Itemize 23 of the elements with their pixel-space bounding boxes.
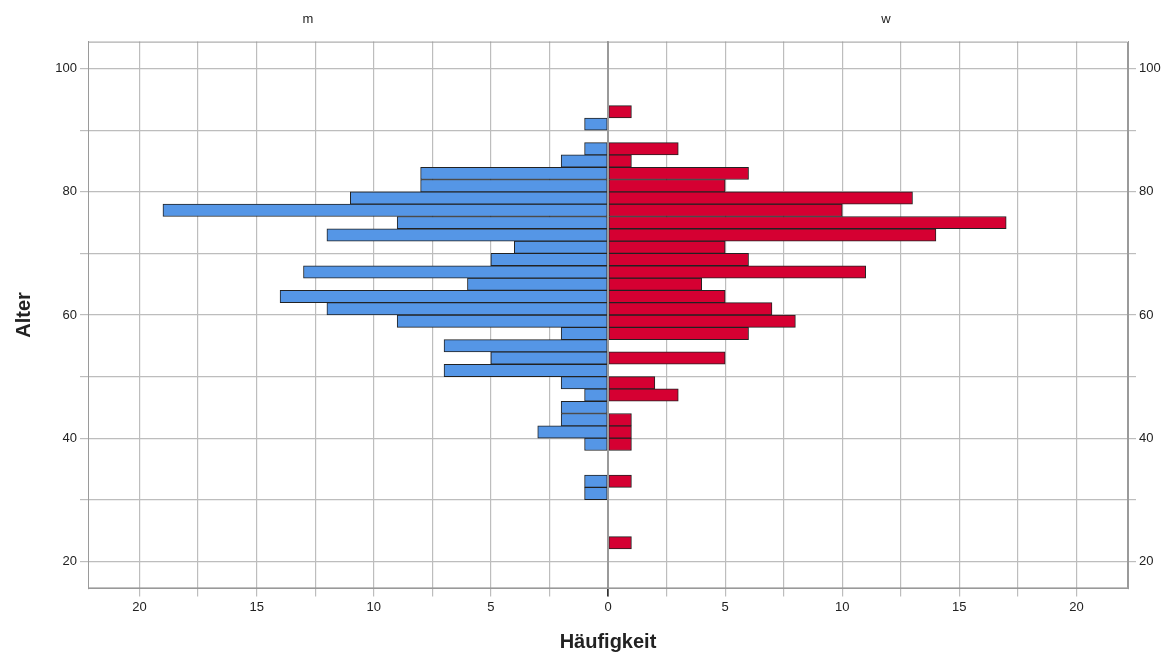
y-tick-label: 100 <box>1139 60 1161 76</box>
x-axis-title: Häufigkeit <box>558 630 658 653</box>
y-tick-label: 100 <box>55 60 77 76</box>
y-tick-label: 20 <box>1139 552 1154 568</box>
y-axis-title: Alter <box>11 292 34 338</box>
x-tick-label: 20 <box>132 598 147 614</box>
x-tick-label: 5 <box>721 598 729 614</box>
chart-title: m <box>302 11 314 27</box>
x-tick-label: 10 <box>835 598 850 614</box>
x-tick-label: 5 <box>487 598 495 614</box>
y-tick-label: 80 <box>1139 183 1154 199</box>
chart-title: w <box>880 11 892 27</box>
y-tick-label: 40 <box>62 429 77 445</box>
x-tick-label: 20 <box>1069 598 1084 614</box>
y-tick-label: 60 <box>1139 306 1154 322</box>
y-tick-label: 80 <box>62 183 77 199</box>
y-tick-label: 40 <box>1139 429 1154 445</box>
y-tick-label: 20 <box>62 552 77 568</box>
y-tick-label: 60 <box>62 306 77 322</box>
x-tick-label: 15 <box>952 598 967 614</box>
x-tick-label: 10 <box>366 598 381 614</box>
x-tick-label: 15 <box>249 598 264 614</box>
x-tick-label: 0 <box>604 598 612 614</box>
